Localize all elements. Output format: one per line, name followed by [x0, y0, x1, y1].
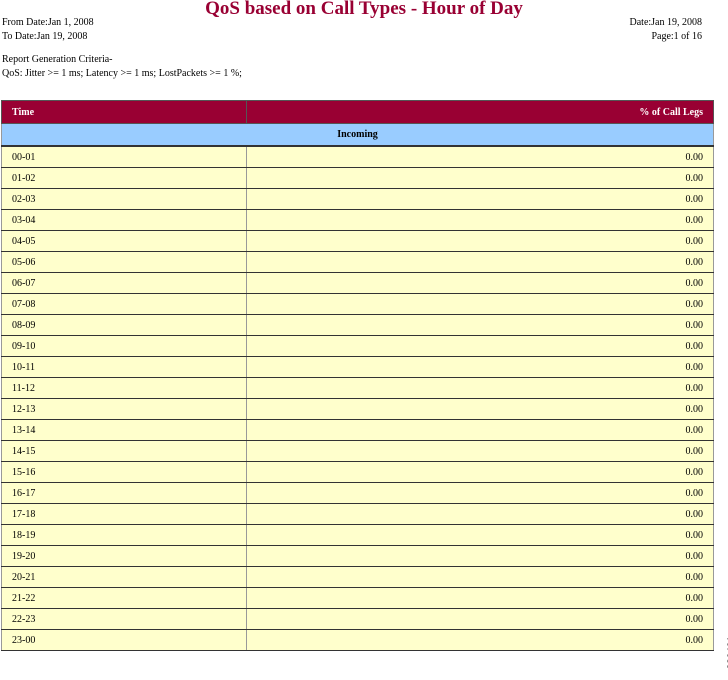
table-row: 00-01 0.00	[1, 146, 715, 168]
table-row: 07-08 0.00	[1, 293, 715, 315]
table-row: 06-07 0.00	[1, 272, 715, 294]
time-cell: 08-09	[1, 314, 247, 336]
percent-cell: 0.00	[245, 272, 715, 294]
percent-cell: 0.00	[245, 587, 715, 609]
table-row: 13-14 0.00	[1, 419, 715, 441]
percent-cell: 0.00	[245, 293, 715, 315]
percent-cell: 0.00	[245, 398, 715, 420]
column-percent: % of Call Legs	[245, 100, 715, 124]
time-cell: 10-11	[1, 356, 247, 378]
table-row: 20-21 0.00	[1, 566, 715, 588]
report-info: Date:Jan 19, 2008 Page:1 of 16	[630, 16, 703, 44]
table-header: Time % of Call Legs	[1, 100, 715, 124]
table-row: 01-02 0.00	[1, 167, 715, 189]
percent-cell: 0.00	[245, 545, 715, 567]
to-date: To Date:Jan 19, 2008	[2, 31, 88, 42]
time-cell: 23-00	[1, 629, 247, 651]
table-row: 03-04 0.00	[1, 209, 715, 231]
percent-cell: 0.00	[245, 188, 715, 210]
section-incoming: Incoming	[1, 123, 714, 147]
percent-cell: 0.00	[245, 482, 715, 504]
report-date: Date:Jan 19, 2008	[629, 17, 703, 28]
time-cell: 03-04	[1, 209, 247, 231]
column-time: Time	[1, 100, 247, 124]
table-row: 04-05 0.00	[1, 230, 715, 252]
percent-cell: 0.00	[245, 503, 715, 525]
criteria-text: QoS: Jitter >= 1 ms; Latency >= 1 ms; Lo…	[2, 68, 242, 79]
time-cell: 00-01	[1, 146, 247, 168]
time-cell: 06-07	[1, 272, 247, 294]
time-cell: 21-22	[1, 587, 247, 609]
criteria-label: Report Generation Criteria-	[2, 54, 113, 65]
table-row: 16-17 0.00	[1, 482, 715, 504]
time-cell: 17-18	[1, 503, 247, 525]
table-row: 05-06 0.00	[1, 251, 715, 273]
percent-cell: 0.00	[245, 230, 715, 252]
table-row: 19-20 0.00	[1, 545, 715, 567]
time-cell: 14-15	[1, 440, 247, 462]
percent-cell: 0.00	[245, 356, 715, 378]
table-row: 17-18 0.00	[1, 503, 715, 525]
percent-cell: 0.00	[245, 209, 715, 231]
percent-cell: 0.00	[245, 419, 715, 441]
table-row: 11-12 0.00	[1, 377, 715, 399]
table-row: 02-03 0.00	[1, 188, 715, 210]
date-range: From Date:Jan 1, 2008 To Date:Jan 19, 20…	[2, 16, 94, 44]
time-cell: 19-20	[1, 545, 247, 567]
section-row: Incoming	[1, 123, 714, 147]
time-cell: 01-02	[1, 167, 247, 189]
report-criteria: Report Generation Criteria- QoS: Jitter …	[2, 53, 242, 81]
page-number: Page:1 of 16	[651, 31, 702, 42]
table-row: 23-00 0.00	[1, 629, 715, 651]
percent-cell: 0.00	[245, 566, 715, 588]
time-cell: 16-17	[1, 482, 247, 504]
table-row: 10-11 0.00	[1, 356, 715, 378]
time-cell: 15-16	[1, 461, 247, 483]
percent-cell: 0.00	[245, 167, 715, 189]
percent-cell: 0.00	[245, 461, 715, 483]
percent-cell: 0.00	[245, 524, 715, 546]
percent-cell: 0.00	[245, 377, 715, 399]
time-cell: 05-06	[1, 251, 247, 273]
table-row: 14-15 0.00	[1, 440, 715, 462]
time-cell: 04-05	[1, 230, 247, 252]
percent-cell: 0.00	[245, 146, 715, 168]
time-cell: 13-14	[1, 419, 247, 441]
table-row: 22-23 0.00	[1, 608, 715, 630]
table-row: 09-10 0.00	[1, 335, 715, 357]
percent-cell: 0.00	[245, 608, 715, 630]
time-cell: 02-03	[1, 188, 247, 210]
time-cell: 12-13	[1, 398, 247, 420]
time-cell: 18-19	[1, 524, 247, 546]
time-cell: 20-21	[1, 566, 247, 588]
time-cell: 22-23	[1, 608, 247, 630]
qos-table: Time % of Call Legs Incoming 00-01 0.00 01…	[1, 100, 715, 651]
percent-cell: 0.00	[245, 440, 715, 462]
table-row: 08-09 0.00	[1, 314, 715, 336]
report-title: QoS based on Call Types - Hour of Day	[205, 0, 523, 19]
percent-cell: 0.00	[245, 629, 715, 651]
table-row: 21-22 0.00	[1, 587, 715, 609]
time-cell: 11-12	[1, 377, 247, 399]
table-row: 12-13 0.00	[1, 398, 715, 420]
percent-cell: 0.00	[245, 314, 715, 336]
percent-cell: 0.00	[245, 251, 715, 273]
time-cell: 07-08	[1, 293, 247, 315]
from-date: From Date:Jan 1, 2008	[2, 17, 94, 28]
table-row: 15-16 0.00	[1, 461, 715, 483]
time-cell: 09-10	[1, 335, 247, 357]
percent-cell: 0.00	[245, 335, 715, 357]
table-row: 18-19 0.00	[1, 524, 715, 546]
